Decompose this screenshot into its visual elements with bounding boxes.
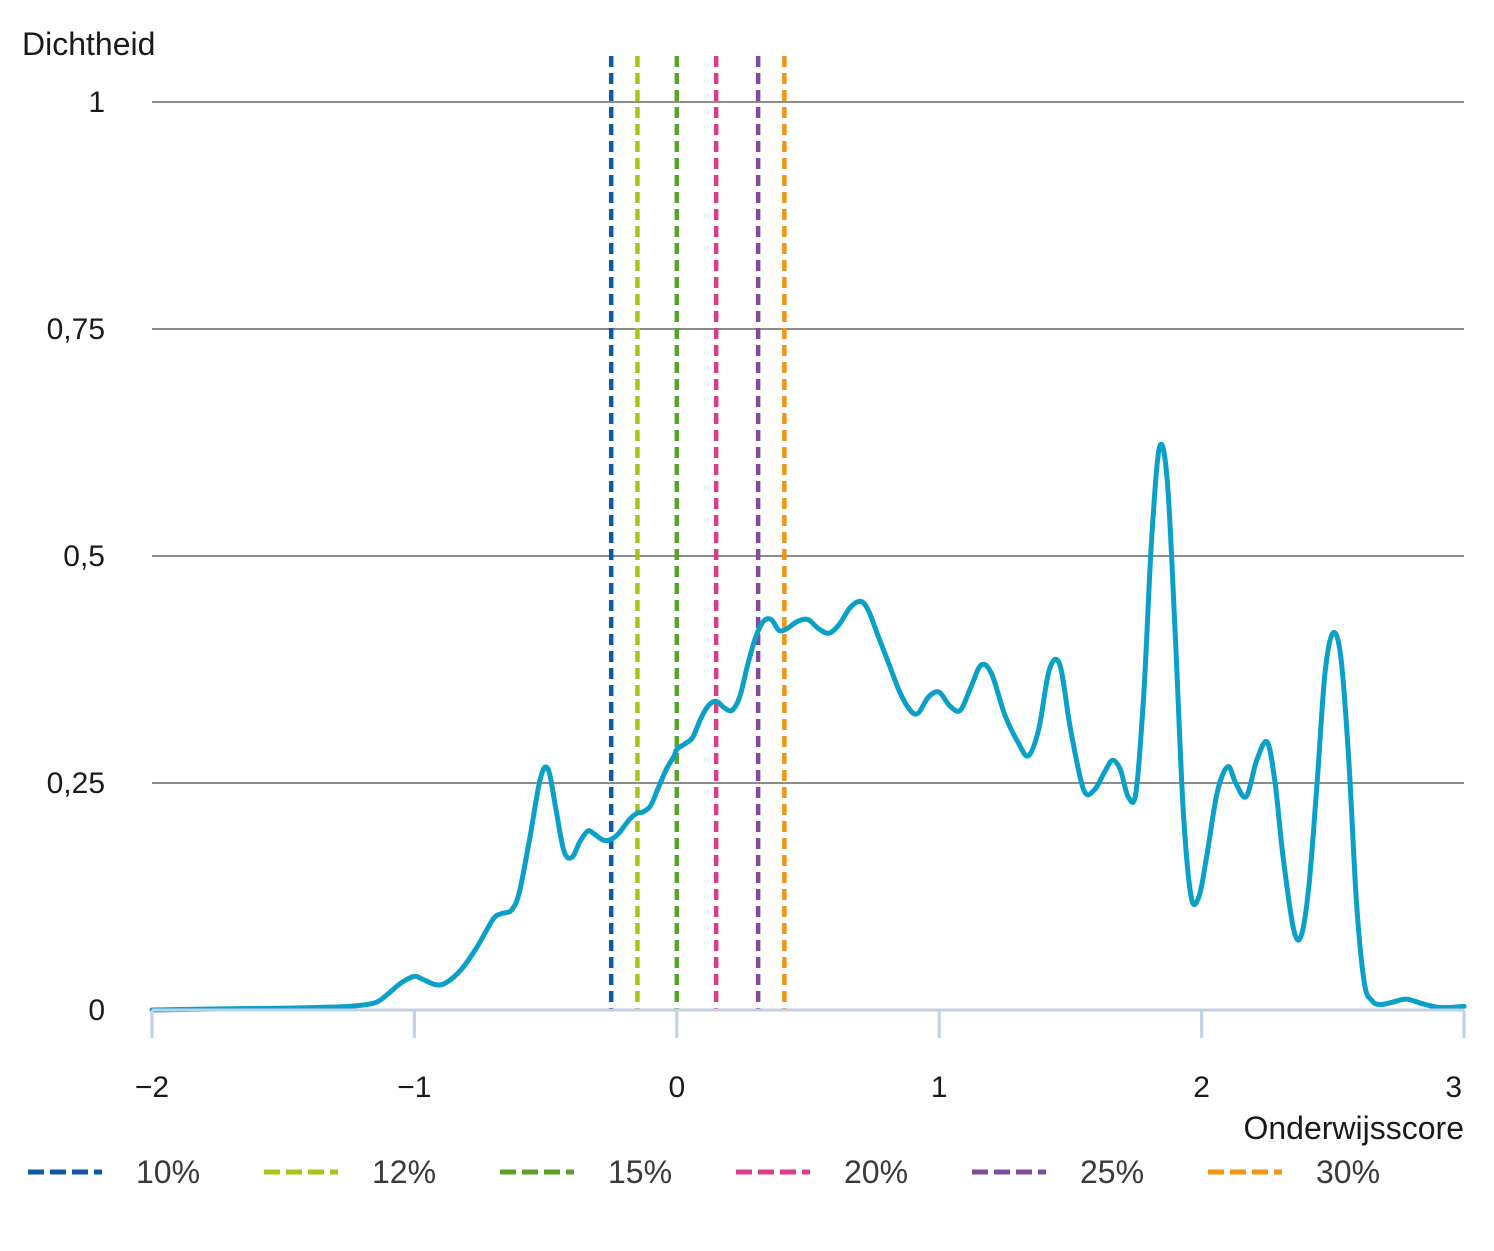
y-axis-title: Dichtheid — [22, 26, 155, 62]
legend-label: 25% — [1080, 1154, 1144, 1190]
legend-item-25: 25% — [972, 1154, 1144, 1190]
legend-item-30: 30% — [1208, 1154, 1380, 1190]
legend-label: 15% — [608, 1154, 672, 1190]
legend-item-20: 20% — [736, 1154, 908, 1190]
x-axis — [150, 1008, 1466, 1038]
y-tick-label: 0,5 — [63, 540, 105, 573]
x-tick-label: −1 — [397, 1071, 431, 1104]
x-tick-label: 0 — [668, 1071, 685, 1104]
y-tick-label: 0,25 — [47, 767, 105, 800]
y-tick-label: 1 — [88, 86, 105, 119]
legend-item-12: 12% — [264, 1154, 436, 1190]
density-series — [149, 441, 1467, 1013]
x-tick-label: −2 — [135, 1071, 169, 1104]
y-tick-labels: 0 0,25 0,5 0,75 1 — [47, 86, 105, 1027]
x-tick-label: 1 — [931, 1071, 948, 1104]
legend-item-15: 15% — [500, 1154, 672, 1190]
legend-item-10: 10% — [28, 1154, 200, 1190]
y-tick-label: 0,75 — [47, 313, 105, 346]
legend-label: 12% — [372, 1154, 436, 1190]
percentile-lines — [608, 56, 787, 1010]
legend: 10% 12% 15% 20% 25% 30% — [28, 1154, 1380, 1190]
x-tick-labels: −2 −1 0 1 2 3 — [135, 1071, 1462, 1104]
density-curve — [149, 441, 1467, 1013]
y-tick-label: 0 — [88, 994, 105, 1027]
x-axis-title: Onderwijsscore — [1243, 1110, 1464, 1146]
x-tick-label: 3 — [1445, 1071, 1462, 1104]
legend-label: 20% — [844, 1154, 908, 1190]
x-tick-label: 2 — [1193, 1071, 1210, 1104]
legend-label: 30% — [1316, 1154, 1380, 1190]
legend-label: 10% — [136, 1154, 200, 1190]
gridlines — [152, 101, 1464, 784]
